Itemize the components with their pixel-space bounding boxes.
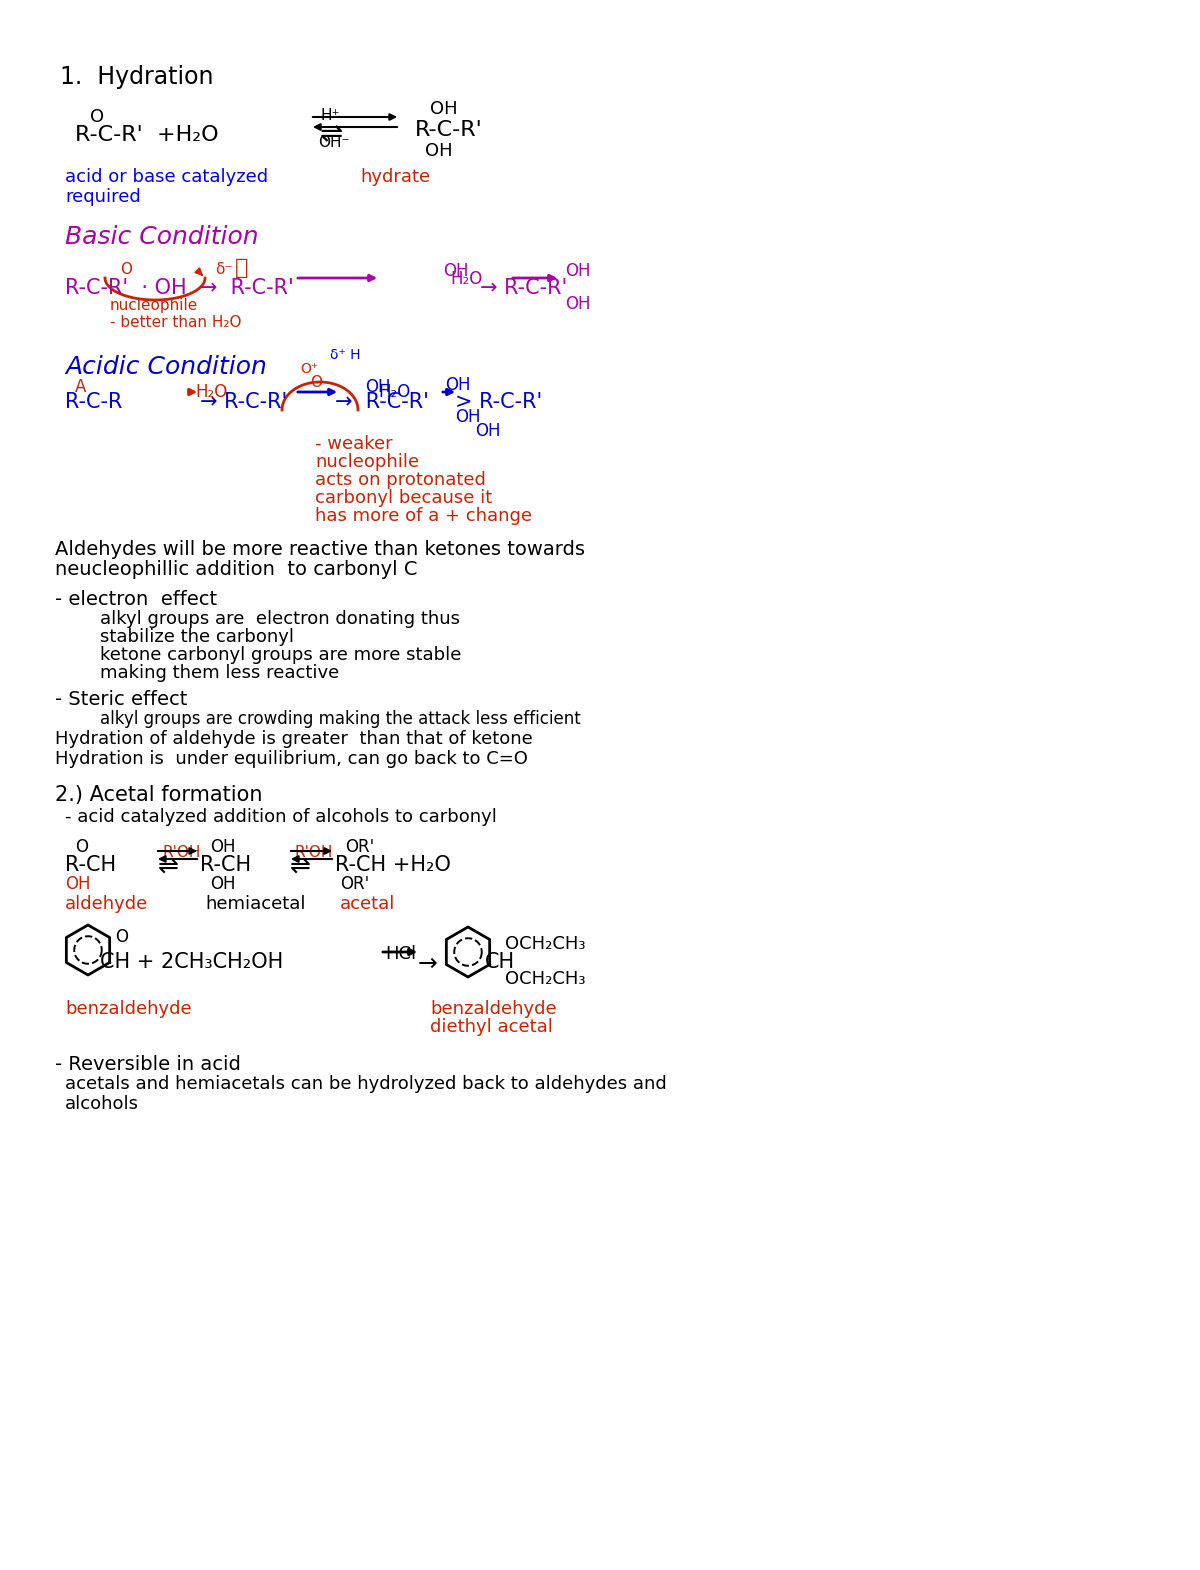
Text: - weaker: - weaker [314, 435, 392, 454]
Text: H₂O: H₂O [194, 383, 227, 400]
Text: 2.) Acetal formation: 2.) Acetal formation [55, 785, 263, 805]
Text: - better than H₂O: - better than H₂O [110, 316, 241, 330]
Text: R'OH: R'OH [295, 845, 334, 860]
Text: δ⁻: δ⁻ [215, 262, 233, 276]
Text: acid or base catalyzed: acid or base catalyzed [65, 168, 268, 185]
Text: alkyl groups are crowding making the attack less efficient: alkyl groups are crowding making the att… [100, 710, 581, 728]
Text: alcohols: alcohols [65, 1094, 139, 1113]
Text: neucleophillic addition  to carbonyl C: neucleophillic addition to carbonyl C [55, 560, 418, 579]
Text: OH: OH [425, 141, 452, 160]
Text: →  R-C-R': → R-C-R' [335, 392, 428, 411]
Text: A: A [74, 378, 86, 396]
Text: - Reversible in acid: - Reversible in acid [55, 1055, 241, 1074]
Text: R-CH +H₂O: R-CH +H₂O [335, 856, 451, 874]
Text: R'OH: R'OH [162, 845, 200, 860]
Text: - acid catalyzed addition of alcohols to carbonyl: - acid catalyzed addition of alcohols to… [65, 809, 497, 826]
Text: → R-C-R': → R-C-R' [480, 278, 568, 298]
Text: O: O [115, 928, 128, 947]
Text: O: O [90, 108, 104, 126]
Text: OH: OH [455, 408, 480, 425]
Text: OH: OH [210, 874, 235, 893]
Text: stabilize the carbonyl: stabilize the carbonyl [100, 628, 294, 645]
Text: nucleophile: nucleophile [314, 454, 419, 471]
Text: H₂O: H₂O [378, 383, 410, 400]
Text: ⇌: ⇌ [290, 856, 311, 879]
Text: OR': OR' [346, 838, 374, 856]
Text: aldehyde: aldehyde [65, 895, 149, 914]
Text: ⇌: ⇌ [158, 856, 179, 879]
Text: - electron  effect: - electron effect [55, 590, 217, 609]
Text: making them less reactive: making them less reactive [100, 664, 340, 681]
Text: OH: OH [65, 874, 90, 893]
Text: Basic Condition: Basic Condition [65, 225, 259, 250]
Text: OH⁻: OH⁻ [318, 135, 349, 151]
Text: Hydration is  under equilibrium, can go back to C=O: Hydration is under equilibrium, can go b… [55, 750, 528, 768]
Text: → R-C-R': → R-C-R' [200, 392, 287, 411]
Text: OCH₂CH₃: OCH₂CH₃ [505, 936, 586, 953]
Text: R-C-R'  · OH  →  R-C-R': R-C-R' · OH → R-C-R' [65, 278, 294, 298]
Text: ⇌: ⇌ [320, 119, 343, 148]
Text: - Steric effect: - Steric effect [55, 689, 187, 710]
Text: HCl: HCl [385, 945, 416, 962]
Text: OH: OH [475, 422, 500, 440]
Text: OH: OH [430, 100, 457, 118]
Text: R-C-R'  +H₂O: R-C-R' +H₂O [74, 126, 218, 144]
Text: has more of a + change: has more of a + change [314, 507, 532, 524]
Text: →: → [418, 951, 438, 977]
Text: R-C-R: R-C-R [65, 392, 122, 411]
Text: R-CH: R-CH [65, 856, 116, 874]
Text: H⁺: H⁺ [320, 108, 340, 122]
Text: Acidic Condition: Acidic Condition [65, 355, 266, 378]
Text: 1.  Hydration: 1. Hydration [60, 64, 214, 89]
Text: ⌢: ⌢ [235, 257, 248, 278]
Text: OH: OH [443, 262, 468, 279]
Text: OH: OH [210, 838, 235, 856]
Text: H₂O: H₂O [450, 270, 482, 287]
Text: hydrate: hydrate [360, 168, 430, 185]
Text: O⁺: O⁺ [300, 363, 318, 375]
Text: R-C-R': R-C-R' [415, 119, 482, 140]
Text: alkyl groups are  electron donating thus: alkyl groups are electron donating thus [100, 611, 460, 628]
Text: acetal: acetal [340, 895, 395, 914]
Text: O: O [310, 375, 322, 389]
Text: OR': OR' [340, 874, 370, 893]
Text: OH: OH [365, 378, 390, 396]
Text: benzaldehyde: benzaldehyde [65, 1000, 192, 1017]
Text: O: O [74, 838, 88, 856]
Text: diethyl acetal: diethyl acetal [430, 1017, 553, 1036]
Text: R-CH: R-CH [200, 856, 251, 874]
Text: Aldehydes will be more reactive than ketones towards: Aldehydes will be more reactive than ket… [55, 540, 586, 559]
Text: OH: OH [565, 262, 590, 279]
Text: > R-C-R': > R-C-R' [455, 392, 542, 411]
Text: CH: CH [485, 951, 515, 972]
Text: benzaldehyde: benzaldehyde [430, 1000, 557, 1017]
Text: OH: OH [565, 295, 590, 312]
Text: OCH₂CH₃: OCH₂CH₃ [505, 970, 586, 988]
Text: Hydration of aldehyde is greater  than that of ketone: Hydration of aldehyde is greater than th… [55, 730, 533, 747]
Text: CH + 2CH₃CH₂OH: CH + 2CH₃CH₂OH [100, 951, 283, 972]
Text: carbonyl because it: carbonyl because it [314, 488, 492, 507]
Text: O: O [120, 262, 132, 276]
Text: acts on protonated: acts on protonated [314, 471, 486, 488]
Text: OH: OH [445, 375, 470, 394]
Text: required: required [65, 188, 140, 206]
Text: acetals and hemiacetals can be hydrolyzed back to aldehydes and: acetals and hemiacetals can be hydrolyze… [65, 1075, 667, 1093]
Text: nucleophile: nucleophile [110, 298, 198, 312]
Text: hemiacetal: hemiacetal [205, 895, 306, 914]
Text: δ⁺ H: δ⁺ H [330, 349, 360, 363]
Text: ketone carbonyl groups are more stable: ketone carbonyl groups are more stable [100, 645, 461, 664]
